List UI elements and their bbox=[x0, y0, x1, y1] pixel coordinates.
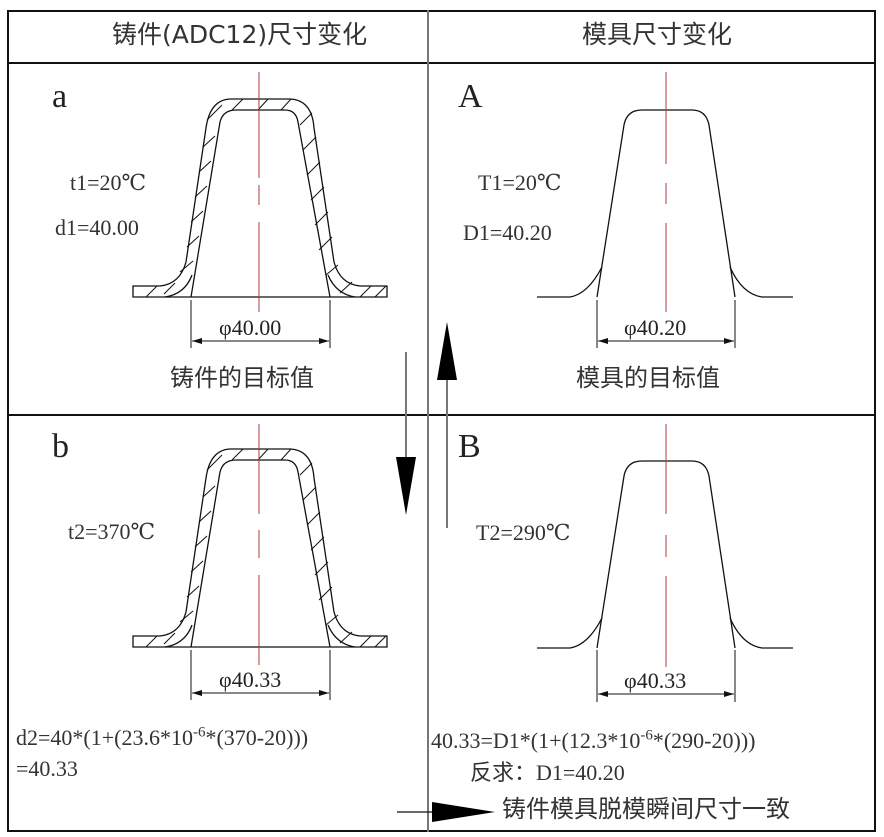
panel-A-temperature: T1=20℃ bbox=[478, 170, 562, 195]
mold-formula-exponent: -6 bbox=[640, 727, 653, 744]
casting-column-title: 铸件(ADC12)尺寸变化 bbox=[112, 20, 368, 49]
panel-a-dimension: φ40.00 bbox=[219, 315, 282, 340]
casting-profile-a bbox=[132, 98, 388, 298]
casting-profile-b bbox=[132, 448, 388, 648]
casting-formula-suffix: *(370-20))) bbox=[205, 725, 309, 750]
mold-profile-B bbox=[537, 460, 793, 649]
panel-a-caption: 铸件的目标值 bbox=[170, 364, 314, 392]
up-arrow bbox=[437, 322, 457, 528]
casting-formula-result: =40.33 bbox=[16, 756, 78, 781]
mold-profile-A bbox=[537, 109, 793, 298]
casting-formula-exponent: -6 bbox=[192, 724, 206, 741]
panel-B-dimension: φ40.33 bbox=[624, 668, 687, 693]
panel-a-diameter: d1=40.00 bbox=[55, 215, 139, 240]
conclusion-text: 铸件模具脱模瞬间尺寸一致 bbox=[502, 795, 790, 823]
panel-B-label: B bbox=[458, 428, 481, 465]
panel-A-diameter: D1=40.20 bbox=[463, 220, 552, 245]
panel-b-label: b bbox=[52, 428, 69, 465]
mold-column-title: 模具尺寸变化 bbox=[582, 20, 733, 49]
panel-A-caption: 模具的目标值 bbox=[576, 364, 720, 392]
row-separator bbox=[7, 414, 876, 416]
panel-A-dimension: φ40.20 bbox=[624, 315, 687, 340]
panel-a-label: a bbox=[52, 78, 68, 115]
right-arrow bbox=[397, 802, 495, 822]
casting-formula-prefix: d2=40*(1+(23.6*10 bbox=[16, 725, 193, 750]
casting-expansion-formula: d2=40*(1+(23.6*10-6*(370-20))) bbox=[16, 724, 309, 750]
mold-formula-prefix: 40.33=D1*(1+(12.3*10 bbox=[431, 728, 641, 753]
panel-A-label: A bbox=[458, 78, 483, 115]
table-frame bbox=[7, 10, 876, 832]
header-separator bbox=[7, 62, 876, 64]
mold-expansion-formula: 40.33=D1*(1+(12.3*10-6*(290-20))) bbox=[431, 727, 756, 753]
panel-B-temperature: T2=290℃ bbox=[476, 520, 571, 545]
mold-formula-suffix: *(290-20))) bbox=[652, 728, 756, 753]
panel-b-temperature: t2=370℃ bbox=[68, 519, 156, 544]
down-arrow bbox=[396, 352, 416, 515]
column-divider bbox=[427, 10, 429, 832]
mold-formula-result: 反求：D1=40.20 bbox=[470, 760, 625, 785]
panel-a-temperature: t1=20℃ bbox=[70, 170, 147, 195]
panel-b-dimension: φ40.33 bbox=[219, 667, 282, 692]
